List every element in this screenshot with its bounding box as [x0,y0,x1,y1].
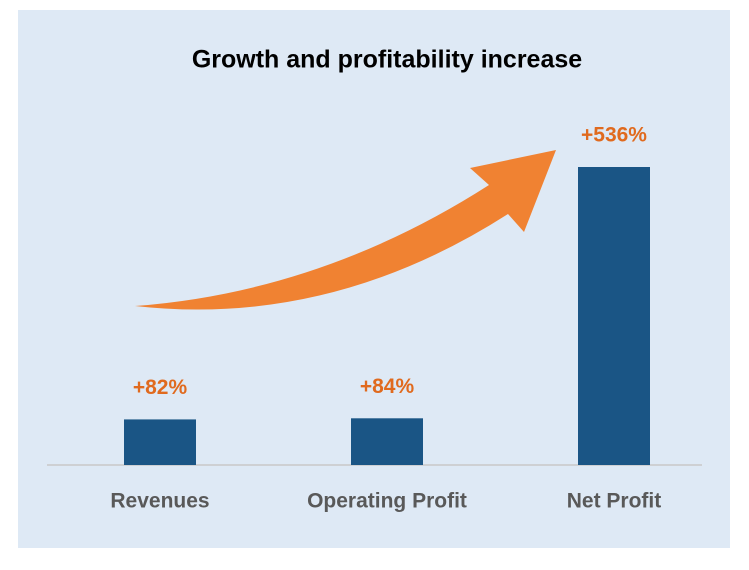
bar [351,418,423,465]
chart-title: Growth and profitability increase [192,46,582,74]
category-label: Net Profit [567,490,662,513]
value-label: +536% [581,124,647,147]
value-label: +82% [133,376,188,399]
category-label: Operating Profit [307,490,467,513]
bar [124,419,196,465]
value-label: +84% [360,375,415,398]
category-label: Revenues [110,490,209,513]
bar [578,167,650,465]
growth-arrow [135,150,556,310]
